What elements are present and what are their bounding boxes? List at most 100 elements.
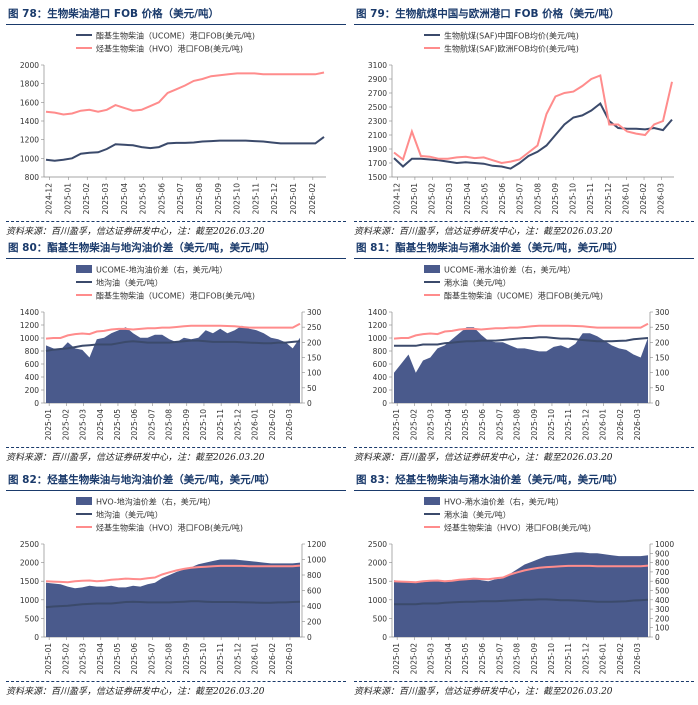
x-tick-label: 2026-01 [251,409,260,441]
x-tick-label: 2025-09 [182,409,191,441]
legend-swatch [424,265,440,273]
y2-tick-label: 150 [307,354,322,363]
x-tick-label: 2025-04 [96,643,105,675]
chart-panel-81: 图 81：酯基生物柴油与潲水油价差（美元/吨，美元/吨） UCOME-潲水油价差… [354,238,694,463]
chart-title: 图 80：酯基生物柴油与地沟油价差（美元/吨，美元/吨） [6,238,346,259]
y-tick-label: 1000 [20,154,39,163]
y-tick-label: 500 [25,614,40,623]
y-tick-label: 600 [373,360,388,369]
y-tick-label: 1200 [20,136,39,145]
x-tick-label: 2025-05 [113,643,122,675]
chart-title: 图 83：烃基生物柴油与潲水油价差（美元/吨，美元/吨） [354,470,694,491]
x-tick-label: 2025-02 [61,409,70,441]
y2-tick-label: 300 [307,308,322,317]
legend-label: 烃基生物柴油（HVO）港口FOB(美元/吨) [96,523,243,533]
y2-tick-label: 400 [655,596,670,605]
x-tick-label: 2025-07 [495,409,504,441]
series-line [45,339,301,352]
series-line [393,564,649,584]
chart-source: 资料来源：百川盈孚，信达证券研发中心，注：截至2026.03.20 [354,447,694,463]
chart-79: 生物航煤(SAF)中国FOB均价(美元/吨) 生物航煤(SAF)欧洲FOB均价(美… [368,31,674,215]
x-tick-label: 2025-12 [233,643,242,675]
legend-label: 酯基生物柴油（UCOME）港口FOB(美元/吨) [96,291,255,301]
x-tick-label: 2025-02 [409,643,418,675]
x-tick-label: 2025-04 [463,183,472,215]
y2-tick-label: 200 [307,338,322,347]
x-tick-label: 2025-05 [480,183,489,215]
chart-source: 资料来源：百川盈孚，信达证券研发中心，注：截至2026.03.20 [6,221,346,237]
series-line [45,600,301,609]
x-tick-label: 2025-03 [79,643,88,675]
y-tick-label: 2000 [368,559,387,568]
y2-tick-label: 100 [307,369,322,378]
y-tick-label: 2500 [368,540,387,549]
x-tick-label: 2025-07 [147,643,156,675]
x-tick-label: 2025-06 [498,183,507,215]
y-tick-label: 200 [25,386,40,395]
chart-title: 图 82：烃基生物柴油与地沟油价差（美元/吨，美元/吨） [6,470,346,491]
legend-swatch [76,497,92,505]
series-line [45,71,325,116]
x-tick-label: 2024-12 [392,183,401,215]
y-tick-label: 2500 [368,103,387,112]
x-tick-label: 2025-10 [233,183,242,215]
x-tick-label: 2025-08 [513,409,522,441]
y2-tick-label: 100 [655,624,670,633]
y-tick-label: 1500 [368,577,387,586]
x-tick-label: 2025-05 [461,409,470,441]
y-tick-label: 1000 [20,334,39,343]
y-tick-label: 2900 [368,75,387,84]
y2-tick-label: 250 [307,323,322,332]
legend-label: UCOME-潲水油价差（右，美元/吨） [444,265,575,275]
x-tick-label: 2025-10 [569,183,578,215]
x-tick-label: 2025-05 [113,409,122,441]
x-tick-label: 2025-08 [195,183,204,215]
x-tick-label: 2025-11 [216,409,225,441]
x-tick-label: 2025-07 [147,409,156,441]
y-tick-label: 3100 [368,61,387,70]
chart-panel-78: 图 78：生物柴油港口 FOB 价格（美元/吨） 酯基生物柴油（UCOME）港口… [6,4,346,237]
y2-tick-label: 150 [655,354,670,363]
x-tick-label: 2025-11 [564,643,573,675]
x-tick-label: 2026-03 [285,643,294,675]
x-tick-label: 2025-12 [233,409,242,441]
y2-tick-label: 0 [307,399,312,408]
y-tick-label: 1600 [20,98,39,107]
x-tick-label: 2025-01 [410,183,419,215]
x-tick-label: 2026-01 [599,409,608,441]
y-tick-label: 1200 [368,321,387,330]
y-tick-label: 600 [25,360,40,369]
x-tick-label: 2025-07 [176,183,185,215]
y2-tick-label: 200 [655,614,670,623]
legend-swatch [424,497,440,505]
series-line [394,336,649,347]
y2-tick-label: 400 [307,602,322,611]
x-tick-label: 2024-12 [45,183,54,215]
x-tick-label: 2025-09 [530,409,539,441]
y-tick-label: 1400 [20,308,39,317]
x-tick-label: 2025-09 [530,643,539,675]
x-tick-label: 2025-12 [581,643,590,675]
y-tick-label: 1200 [20,321,39,330]
chart-83: HVO-潲水油价差（右，美元/吨） 潲水油（美元/吨） 烃基生物柴油（HVO）港口F… [368,497,674,675]
x-tick-label: 2025-08 [165,643,174,675]
y-tick-label: 1900 [368,145,387,154]
x-tick-label: 2026-02 [616,409,625,441]
x-tick-label: 2025-03 [445,183,454,215]
y-tick-label: 1500 [368,173,387,182]
y2-tick-label: 100 [655,369,670,378]
x-tick-label: 2025-10 [547,643,556,675]
x-tick-label: 2025-12 [270,183,279,215]
y-tick-label: 1000 [368,334,387,343]
x-tick-label: 2025-04 [120,183,129,215]
y-tick-label: 1700 [368,159,387,168]
x-tick-label: 2025-06 [130,409,139,441]
y-tick-label: 1400 [20,117,39,126]
y2-tick-label: 0 [655,633,660,642]
chart-panel-82: 图 82：烃基生物柴油与地沟油价差（美元/吨，美元/吨） HVO-地沟油价差（右… [6,470,346,697]
chart-82: HVO-地沟油价差（右，美元/吨） 地沟油（美元/吨） 烃基生物柴油（HVO）港口F… [20,497,326,675]
y2-tick-label: 300 [655,308,670,317]
x-tick-label: 2026-01 [621,183,630,215]
chart-panel-83: 图 83：烃基生物柴油与潲水油价差（美元/吨，美元/吨） HVO-潲水油价差（右… [354,470,694,697]
x-tick-label: 2025-06 [478,643,487,675]
